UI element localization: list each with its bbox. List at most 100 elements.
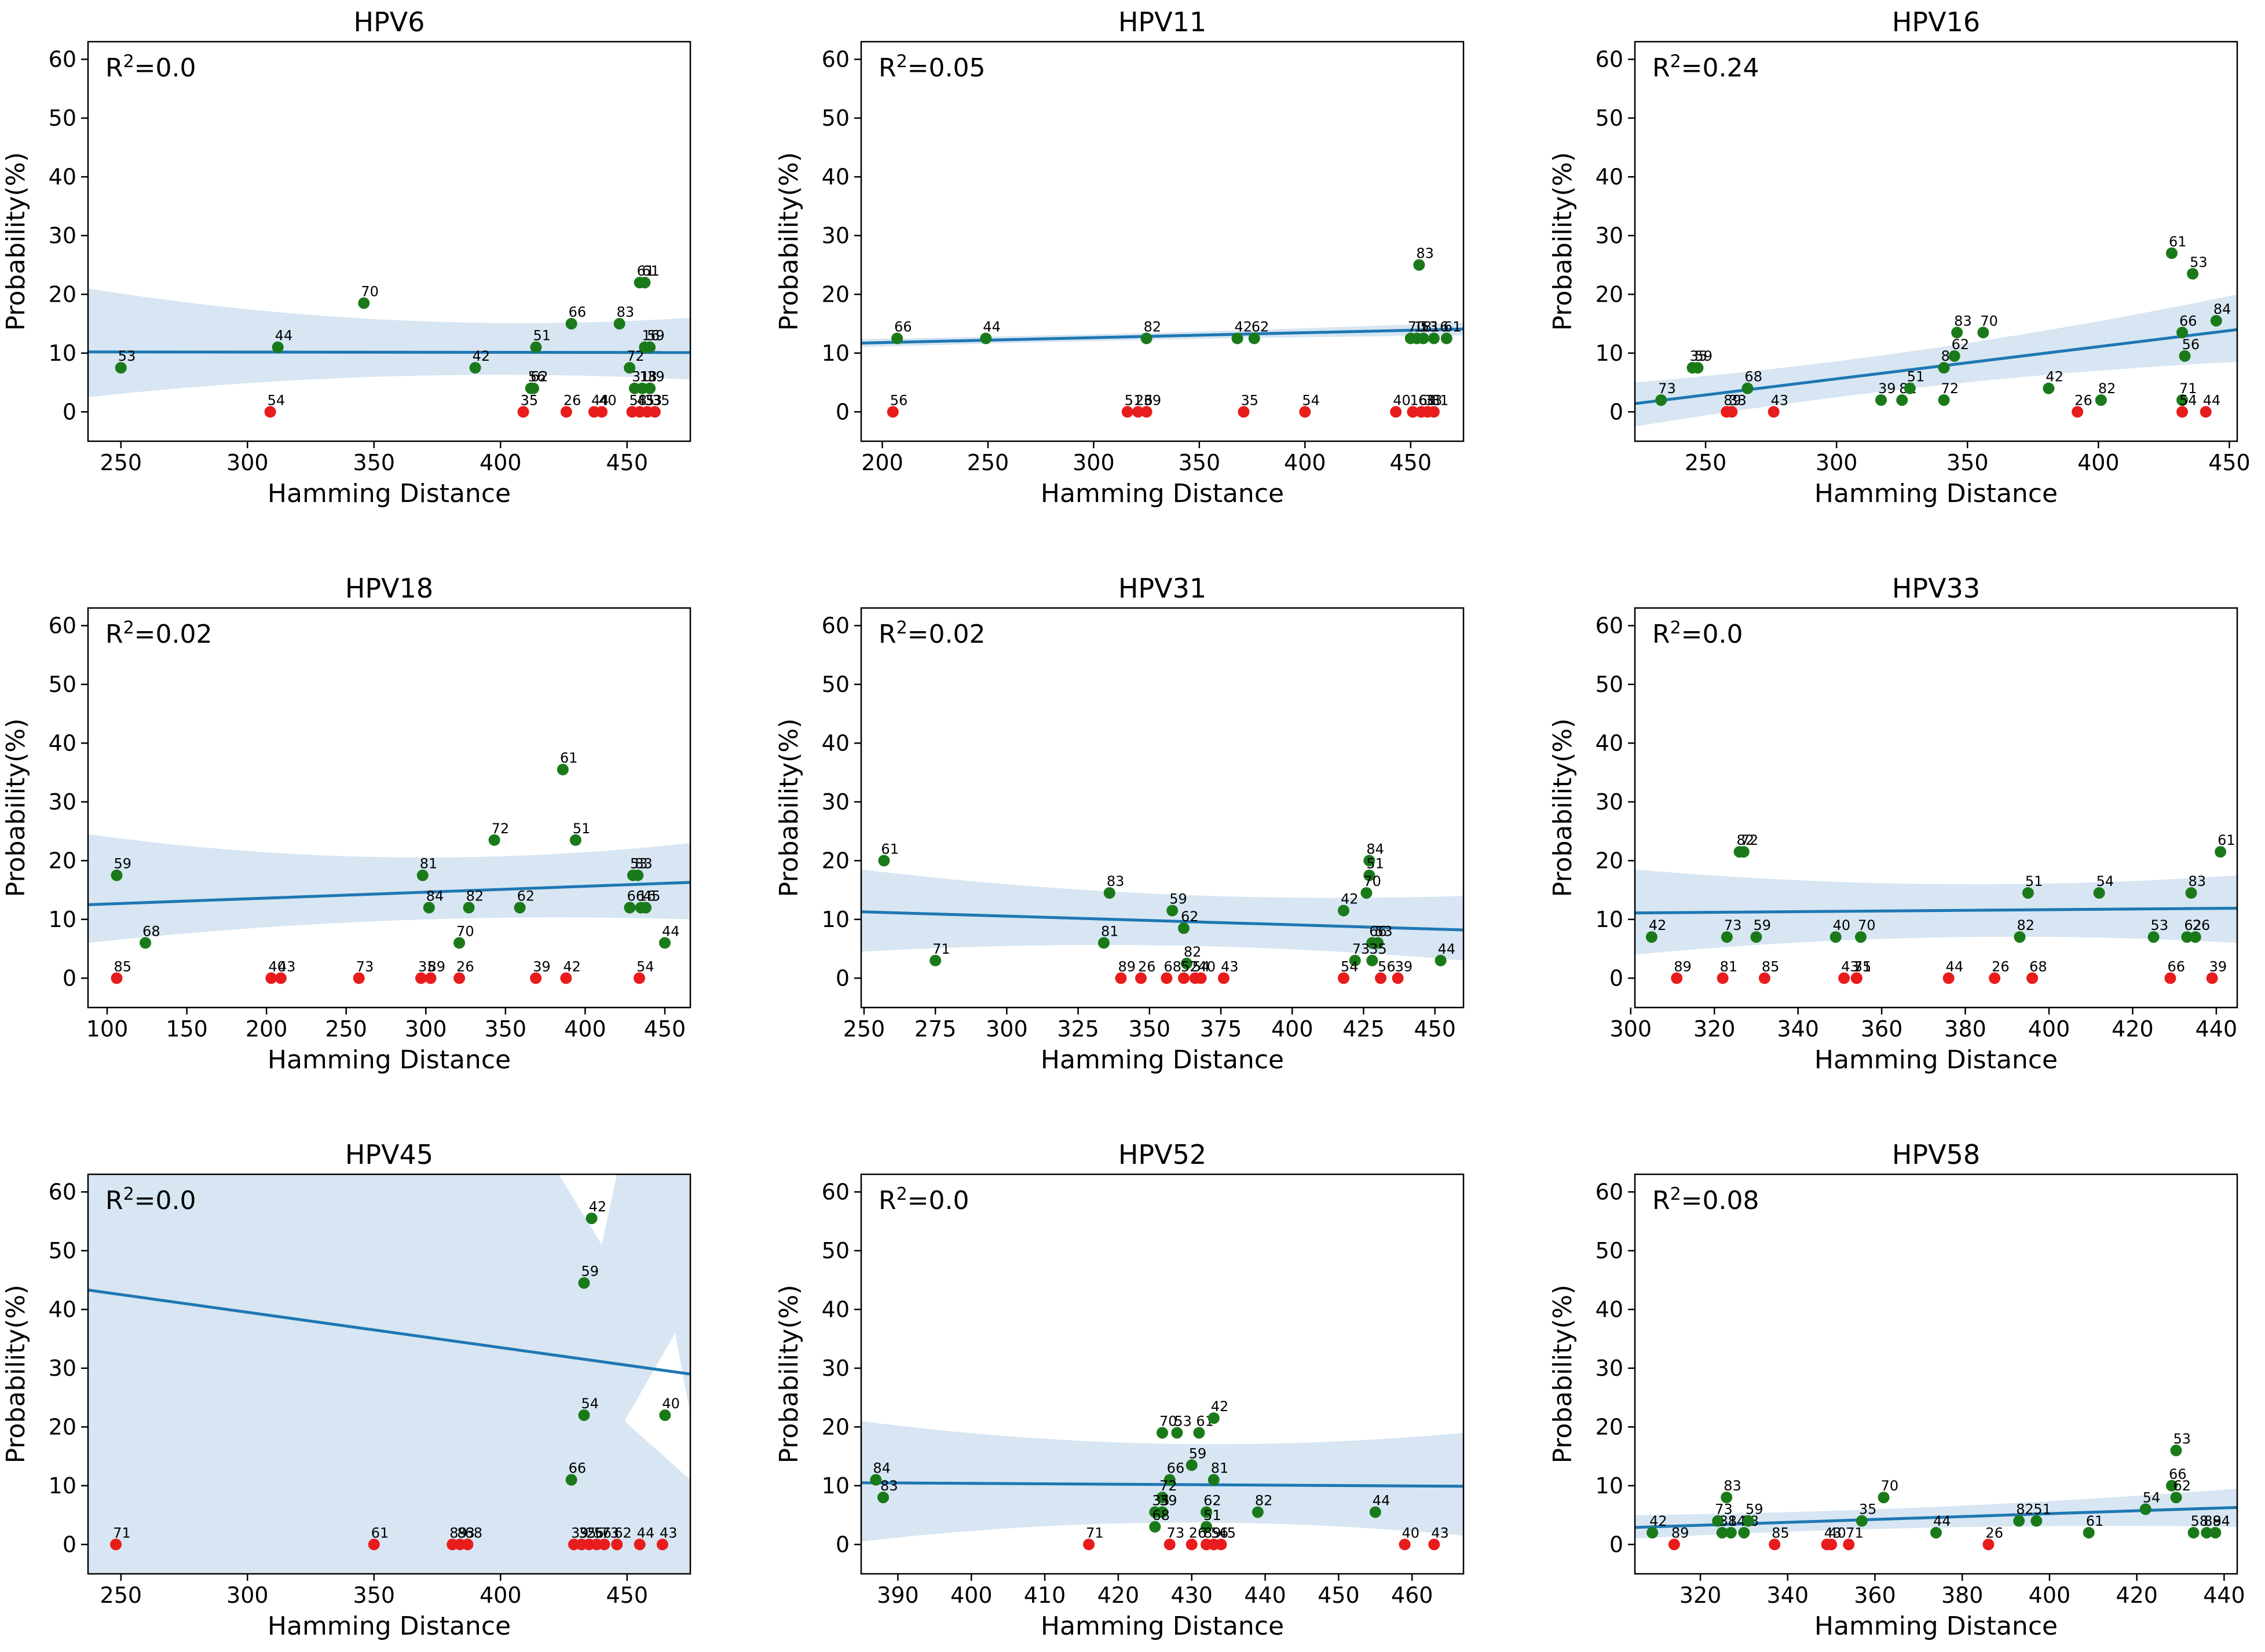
point-label: 62 xyxy=(2173,1478,2191,1494)
x-tick-label: 250 xyxy=(1685,450,1727,475)
point-label: 26 xyxy=(563,392,581,408)
data-point xyxy=(1942,972,1955,984)
confidence-band xyxy=(1635,294,2237,427)
point-label: 59 xyxy=(1169,891,1187,907)
chart-title: HPV18 xyxy=(345,573,433,604)
point-label: 81 xyxy=(1431,392,1449,408)
data-point xyxy=(1392,972,1404,984)
y-tick-label: 40 xyxy=(1596,164,1623,189)
y-tick-label: 0 xyxy=(63,399,76,424)
data-point xyxy=(1135,972,1147,984)
y-tick-label: 50 xyxy=(49,105,76,131)
data-point xyxy=(1668,1539,1680,1551)
point-label: 61 xyxy=(1444,318,1462,335)
data-point xyxy=(1171,1427,1183,1439)
x-tick-label: 460 xyxy=(1391,1583,1433,1608)
data-point xyxy=(453,937,466,949)
point-label: 39 xyxy=(571,1525,589,1541)
data-point xyxy=(2164,972,2176,984)
point-label: 82 xyxy=(2017,917,2035,933)
data-point xyxy=(639,277,651,289)
data-point xyxy=(1349,954,1361,966)
y-tick-label: 10 xyxy=(1596,340,1623,366)
data-point xyxy=(2095,394,2107,406)
data-point xyxy=(1428,1539,1440,1551)
point-label: 40 xyxy=(662,1395,680,1412)
data-point xyxy=(264,406,276,418)
point-label: 68 xyxy=(1744,369,1762,385)
data-point xyxy=(1163,1474,1176,1486)
point-label: 43 xyxy=(1771,392,1789,408)
data-point xyxy=(1097,937,1110,949)
point-label: 18 xyxy=(639,369,657,385)
data-point xyxy=(1721,1492,1733,1504)
regression-line xyxy=(861,1481,1463,1488)
data-point xyxy=(1671,972,1683,984)
point-label: 81 xyxy=(420,856,438,872)
point-label: 43 xyxy=(660,1525,678,1541)
point-label: 26 xyxy=(456,958,474,975)
data-point xyxy=(596,406,608,418)
point-label: 66 xyxy=(569,1460,587,1477)
point-label: 68 xyxy=(464,1525,482,1541)
plot-area: 4273833184685935704482516154536662588984… xyxy=(1635,1431,2237,1551)
data-point xyxy=(110,1539,122,1551)
y-axis-label: Probability(%) xyxy=(1548,152,1578,331)
x-tick-label: 250 xyxy=(843,1016,885,1042)
data-point xyxy=(1195,972,1207,984)
chart-title: HPV52 xyxy=(1118,1139,1206,1170)
x-axis-label: Hamming Distance xyxy=(1814,1045,2058,1075)
x-tick-label: 410 xyxy=(1024,1583,1066,1608)
x-tick-label: 450 xyxy=(606,450,648,475)
x-tick-label: 420 xyxy=(2112,1016,2154,1042)
point-label: 39 xyxy=(1878,380,1896,397)
data-point xyxy=(1829,931,1842,943)
point-label: 44 xyxy=(275,328,293,344)
x-tick-label: 200 xyxy=(246,1016,288,1042)
point-label: 56 xyxy=(1211,1525,1229,1541)
y-tick-label: 0 xyxy=(1609,965,1623,991)
y-tick-label: 30 xyxy=(49,1356,76,1381)
point-label: 40 xyxy=(1833,917,1851,933)
point-label: 89 xyxy=(449,1525,467,1541)
y-tick-label: 40 xyxy=(49,730,76,756)
data-point xyxy=(2181,931,2193,943)
x-tick-label: 300 xyxy=(1610,1016,1652,1042)
data-point xyxy=(265,972,277,984)
point-label: 31 xyxy=(632,369,650,385)
point-label: 61 xyxy=(560,750,578,766)
data-point xyxy=(1299,406,1311,418)
data-point xyxy=(1645,931,1657,943)
data-point xyxy=(2176,406,2189,418)
chart-title: HPV45 xyxy=(345,1139,433,1170)
y-tick-label: 10 xyxy=(1596,1473,1623,1499)
y-tick-label: 20 xyxy=(822,848,850,873)
regression-line xyxy=(88,881,690,906)
data-point xyxy=(111,869,123,881)
point-label: 59 xyxy=(114,856,132,872)
y-tick-label: 10 xyxy=(822,340,850,366)
regression-line xyxy=(88,350,690,354)
x-tick-label: 350 xyxy=(1946,450,1989,475)
data-point xyxy=(1140,406,1152,418)
data-point xyxy=(877,1492,890,1504)
data-point xyxy=(2215,846,2227,858)
x-tick-label: 350 xyxy=(1179,450,1221,475)
point-label: 73 xyxy=(1352,941,1370,957)
data-point xyxy=(1428,406,1440,418)
point-label: 42 xyxy=(2046,369,2063,385)
point-label: 83 xyxy=(1954,313,1972,329)
y-tick-label: 20 xyxy=(822,1414,850,1439)
point-label: 35 xyxy=(521,392,539,408)
point-label: 82 xyxy=(1255,1492,1273,1508)
point-label: 85 xyxy=(114,958,132,975)
point-label: 26 xyxy=(2074,392,2092,408)
x-tick-label: 200 xyxy=(861,450,903,475)
data-point xyxy=(1103,887,1115,899)
point-label: 66 xyxy=(627,888,645,904)
